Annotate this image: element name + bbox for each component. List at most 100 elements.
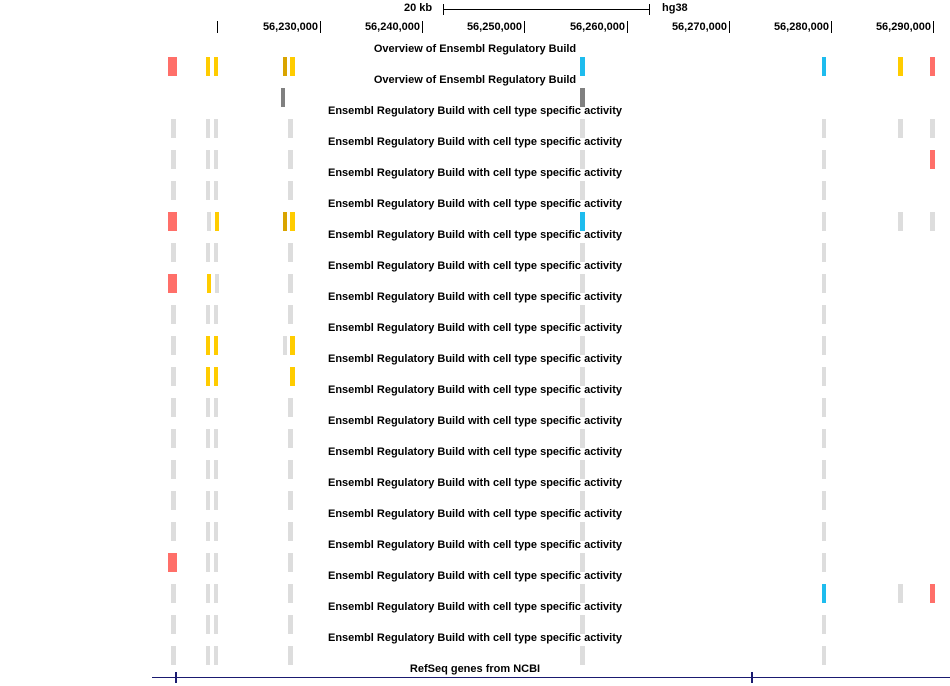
- regulatory-feature[interactable]: [822, 615, 826, 634]
- regulatory-feature[interactable]: [822, 646, 826, 665]
- regulatory-feature[interactable]: [171, 119, 176, 138]
- regulatory-feature[interactable]: [207, 274, 211, 293]
- regulatory-feature[interactable]: [580, 553, 585, 572]
- regulatory-feature[interactable]: [822, 243, 826, 262]
- regulatory-feature[interactable]: [580, 336, 585, 355]
- regulatory-feature[interactable]: [580, 615, 585, 634]
- regulatory-feature[interactable]: [171, 150, 176, 169]
- regulatory-feature[interactable]: [214, 460, 218, 479]
- regulatory-feature[interactable]: [171, 460, 176, 479]
- regulatory-feature[interactable]: [580, 274, 585, 293]
- regulatory-feature[interactable]: [822, 274, 826, 293]
- gene-body-line[interactable]: [152, 677, 950, 678]
- regulatory-feature[interactable]: [171, 398, 176, 417]
- regulatory-feature[interactable]: [214, 305, 218, 324]
- regulatory-feature[interactable]: [288, 150, 293, 169]
- regulatory-feature[interactable]: [206, 615, 210, 634]
- regulatory-feature[interactable]: [214, 429, 218, 448]
- regulatory-feature[interactable]: [171, 584, 176, 603]
- regulatory-feature[interactable]: [930, 57, 935, 76]
- regulatory-feature[interactable]: [822, 584, 826, 603]
- regulatory-feature[interactable]: [288, 119, 293, 138]
- regulatory-feature[interactable]: [288, 243, 293, 262]
- regulatory-feature[interactable]: [168, 274, 177, 293]
- regulatory-feature[interactable]: [290, 367, 295, 386]
- regulatory-feature[interactable]: [206, 553, 210, 572]
- regulatory-feature[interactable]: [580, 243, 585, 262]
- regulatory-feature[interactable]: [168, 212, 177, 231]
- regulatory-feature[interactable]: [822, 491, 826, 510]
- regulatory-feature[interactable]: [283, 57, 287, 76]
- regulatory-feature[interactable]: [580, 460, 585, 479]
- regulatory-feature[interactable]: [822, 553, 826, 572]
- regulatory-feature[interactable]: [206, 429, 210, 448]
- regulatory-feature[interactable]: [206, 646, 210, 665]
- regulatory-feature[interactable]: [288, 646, 293, 665]
- regulatory-feature[interactable]: [290, 57, 295, 76]
- regulatory-feature[interactable]: [214, 119, 218, 138]
- regulatory-feature[interactable]: [206, 336, 210, 355]
- regulatory-feature[interactable]: [580, 522, 585, 541]
- regulatory-feature[interactable]: [930, 150, 935, 169]
- regulatory-feature[interactable]: [930, 212, 935, 231]
- regulatory-feature[interactable]: [930, 119, 935, 138]
- regulatory-feature[interactable]: [288, 584, 293, 603]
- regulatory-feature[interactable]: [822, 57, 826, 76]
- regulatory-feature[interactable]: [214, 398, 218, 417]
- regulatory-feature[interactable]: [288, 522, 293, 541]
- regulatory-feature[interactable]: [288, 491, 293, 510]
- regulatory-feature[interactable]: [580, 181, 585, 200]
- regulatory-feature[interactable]: [171, 615, 176, 634]
- regulatory-feature[interactable]: [288, 305, 293, 324]
- regulatory-feature[interactable]: [822, 429, 826, 448]
- regulatory-feature[interactable]: [288, 429, 293, 448]
- regulatory-feature[interactable]: [580, 88, 585, 107]
- regulatory-feature[interactable]: [215, 274, 219, 293]
- regulatory-feature[interactable]: [580, 150, 585, 169]
- regulatory-feature[interactable]: [898, 584, 903, 603]
- regulatory-feature[interactable]: [822, 212, 826, 231]
- regulatory-feature[interactable]: [214, 181, 218, 200]
- regulatory-feature[interactable]: [580, 646, 585, 665]
- regulatory-feature[interactable]: [206, 181, 210, 200]
- regulatory-feature[interactable]: [214, 150, 218, 169]
- regulatory-feature[interactable]: [206, 243, 210, 262]
- regulatory-feature[interactable]: [206, 491, 210, 510]
- regulatory-feature[interactable]: [290, 336, 295, 355]
- regulatory-feature[interactable]: [898, 57, 903, 76]
- regulatory-feature[interactable]: [580, 305, 585, 324]
- regulatory-feature[interactable]: [171, 367, 176, 386]
- regulatory-feature[interactable]: [214, 522, 218, 541]
- regulatory-feature[interactable]: [171, 429, 176, 448]
- gene-exon-marker[interactable]: [175, 672, 177, 683]
- regulatory-feature[interactable]: [822, 367, 826, 386]
- regulatory-feature[interactable]: [822, 305, 826, 324]
- regulatory-feature[interactable]: [171, 336, 176, 355]
- regulatory-feature[interactable]: [822, 150, 826, 169]
- regulatory-feature[interactable]: [214, 57, 218, 76]
- regulatory-feature[interactable]: [171, 243, 176, 262]
- regulatory-feature[interactable]: [580, 367, 585, 386]
- regulatory-feature[interactable]: [206, 305, 210, 324]
- regulatory-feature[interactable]: [580, 57, 585, 76]
- regulatory-feature[interactable]: [214, 367, 218, 386]
- regulatory-feature[interactable]: [822, 522, 826, 541]
- regulatory-feature[interactable]: [214, 646, 218, 665]
- regulatory-feature[interactable]: [214, 243, 218, 262]
- regulatory-feature[interactable]: [580, 429, 585, 448]
- regulatory-feature[interactable]: [288, 181, 293, 200]
- regulatory-feature[interactable]: [898, 119, 903, 138]
- regulatory-feature[interactable]: [206, 150, 210, 169]
- regulatory-feature[interactable]: [930, 584, 935, 603]
- regulatory-feature[interactable]: [215, 212, 219, 231]
- regulatory-feature[interactable]: [580, 212, 585, 231]
- regulatory-feature[interactable]: [283, 212, 287, 231]
- regulatory-feature[interactable]: [288, 553, 293, 572]
- regulatory-feature[interactable]: [206, 460, 210, 479]
- regulatory-feature[interactable]: [898, 212, 903, 231]
- regulatory-feature[interactable]: [214, 553, 218, 572]
- regulatory-feature[interactable]: [206, 119, 210, 138]
- regulatory-feature[interactable]: [822, 119, 826, 138]
- regulatory-feature[interactable]: [290, 212, 295, 231]
- regulatory-feature[interactable]: [207, 212, 211, 231]
